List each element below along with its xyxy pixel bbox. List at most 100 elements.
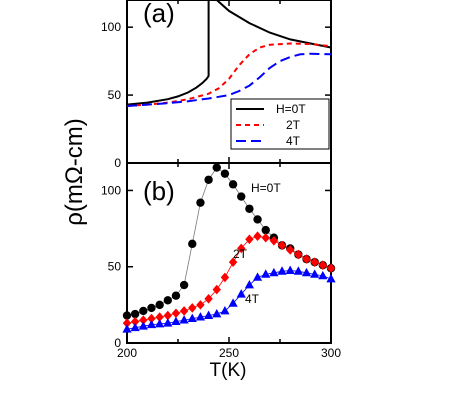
panel-b-series-2t-point — [326, 263, 336, 274]
panel-b-series-2t-point — [318, 260, 328, 271]
legend-label-2t: 2T — [286, 118, 301, 132]
panel-b-series-h0t-point — [228, 180, 238, 189]
panel-b-series-4t-point — [285, 265, 295, 274]
panel-a-label: (a) — [143, 0, 175, 28]
panel-b-series-2t-point — [196, 300, 205, 310]
panel-b-series-2t-point — [269, 235, 279, 246]
panel-b-series-h0t-point — [139, 306, 148, 316]
legend-label-0t: H=0T — [276, 102, 306, 116]
panel-a-ytick-label: 0 — [114, 156, 121, 170]
panel-b-series-2t-point — [277, 240, 287, 251]
panel-b-series-2t-point — [253, 231, 262, 242]
panel-a-ytick-label: 100 — [101, 20, 121, 34]
panel-b-series-2t-point — [237, 243, 246, 254]
panel-b-series-h0t-point — [122, 311, 132, 320]
panel-b-series-2t-point — [261, 232, 270, 243]
panel-b-series-h0t-point — [261, 225, 270, 235]
panel-b-series-2t-point — [302, 254, 311, 264]
panel-b-series-4t-point — [212, 309, 222, 318]
panel-b-series-2t-point — [294, 249, 303, 260]
panel-a-series-h0t-line — [126, 0, 210, 106]
panel-a-ytick-label: 50 — [108, 88, 122, 102]
panel-b-series-2t-point — [139, 315, 148, 325]
panel-b-series-4t-point — [179, 315, 189, 324]
panel-b-series-4t-point — [146, 319, 157, 329]
panel-b-series-2t-point — [163, 310, 172, 321]
y-axis-label: ρ(mΩ-cm) — [61, 118, 88, 226]
panel-b-series-2t-point — [188, 303, 197, 313]
panel-b-series-2t-point — [228, 257, 238, 267]
panel-b-series-4t-point — [236, 289, 246, 298]
legend-label-4t: 4T — [286, 134, 301, 148]
panel-b-series-4t-point — [122, 324, 132, 333]
panel-a-series-2t-line — [126, 42, 332, 107]
panel-b-xtick-label: 250 — [219, 346, 239, 360]
panel-b-series-2t-point — [212, 284, 221, 295]
panel-b-series-2t-line — [126, 235, 332, 324]
annotation-h0t: H=0T — [251, 181, 281, 195]
panel-b-series-4t-point — [187, 313, 197, 322]
panel-b-series-2t-point — [130, 316, 140, 327]
panel-b-series-4t-point — [301, 267, 312, 277]
panel-b-series-2t-point — [122, 318, 132, 328]
panel-b-ytick-label: 100 — [101, 183, 121, 197]
panel-b-series-h0t-point — [147, 303, 156, 313]
panel-b-ytick-label: 0 — [114, 336, 121, 350]
panel-b-series-4t-point — [244, 280, 254, 289]
panel-b-series-h0t-point — [130, 309, 140, 319]
panel-b-series-h0t-point — [171, 291, 181, 300]
panel-b-series-4t-point — [204, 310, 214, 319]
panel-b-series-4t-point — [195, 312, 206, 321]
panel-b-series-4t-line — [126, 270, 332, 330]
panel-b-series-2t-point — [179, 306, 189, 316]
panel-b-series-4t-point — [155, 318, 165, 328]
panel-b-series-h0t-point — [196, 198, 205, 207]
panel-b-xtick-label: 200 — [117, 346, 137, 360]
panel-a-marks — [126, 0, 332, 107]
annotation-2t: 2T — [233, 247, 248, 261]
panel-b-series-h0t-point — [163, 296, 172, 305]
panel-b-series-h0t-point — [155, 300, 164, 310]
panel-b-series-4t-point — [228, 298, 238, 307]
panel-b-series-h0t-point — [237, 192, 246, 201]
panel-b-series-4t-point — [318, 270, 328, 280]
panel-b-series-4t-point — [130, 322, 140, 332]
annotation-4t: 4T — [245, 292, 260, 306]
panel-b-series-4t-point — [310, 269, 320, 278]
panel-b-series-4t-point — [261, 269, 271, 278]
panel-b-series-2t-point — [310, 257, 319, 267]
panel-b-series-h0t-point — [188, 239, 197, 249]
panel-b-xtick-label: 300 — [321, 346, 341, 360]
panel-b-series-2t-point — [245, 234, 254, 245]
panel-b-series-2t-point — [286, 245, 295, 255]
panel-b-series-2t-point — [220, 272, 230, 283]
panel-b-series-h0t-point — [253, 215, 262, 224]
panel-a-series-h0t-line — [216, 0, 332, 49]
panel-b-series-h0t-point — [220, 169, 230, 178]
x-axis-label: T(K) — [210, 360, 247, 381]
panel-b-series-4t-point — [171, 316, 181, 326]
panel-b-series-4t-point — [277, 266, 287, 275]
panel-b-marks — [122, 163, 336, 333]
panel-b-series-2t-point — [155, 312, 164, 322]
panel-a-series-4t-line — [126, 52, 332, 107]
panel-b-series-2t-point — [204, 293, 213, 304]
panel-b-series-2t-point — [171, 308, 181, 319]
panel-b-series-2t-point — [147, 313, 156, 324]
panel-b-label: (b) — [143, 176, 175, 206]
panel-b-series-4t-point — [293, 266, 303, 275]
panel-b-series-h0t-point — [245, 204, 254, 213]
panel-b-axes: 0 50 100 200 250 300 — [101, 162, 341, 360]
panel-b-series-4t-point — [326, 273, 336, 283]
panel-b-series-h0t-point — [179, 280, 189, 290]
panel-b-series-4t-point — [163, 318, 173, 327]
legend: H=0T 2T 4T — [230, 98, 330, 150]
panel-b-series-h0t-point — [204, 175, 213, 184]
panel-b-series-4t-point — [138, 321, 148, 330]
panel-b-ytick-label: 50 — [108, 260, 122, 274]
panel-b-series-4t-point — [252, 272, 263, 281]
panel-b-series-h0t-point — [212, 163, 221, 172]
panel-b-series-4t-point — [220, 305, 230, 315]
